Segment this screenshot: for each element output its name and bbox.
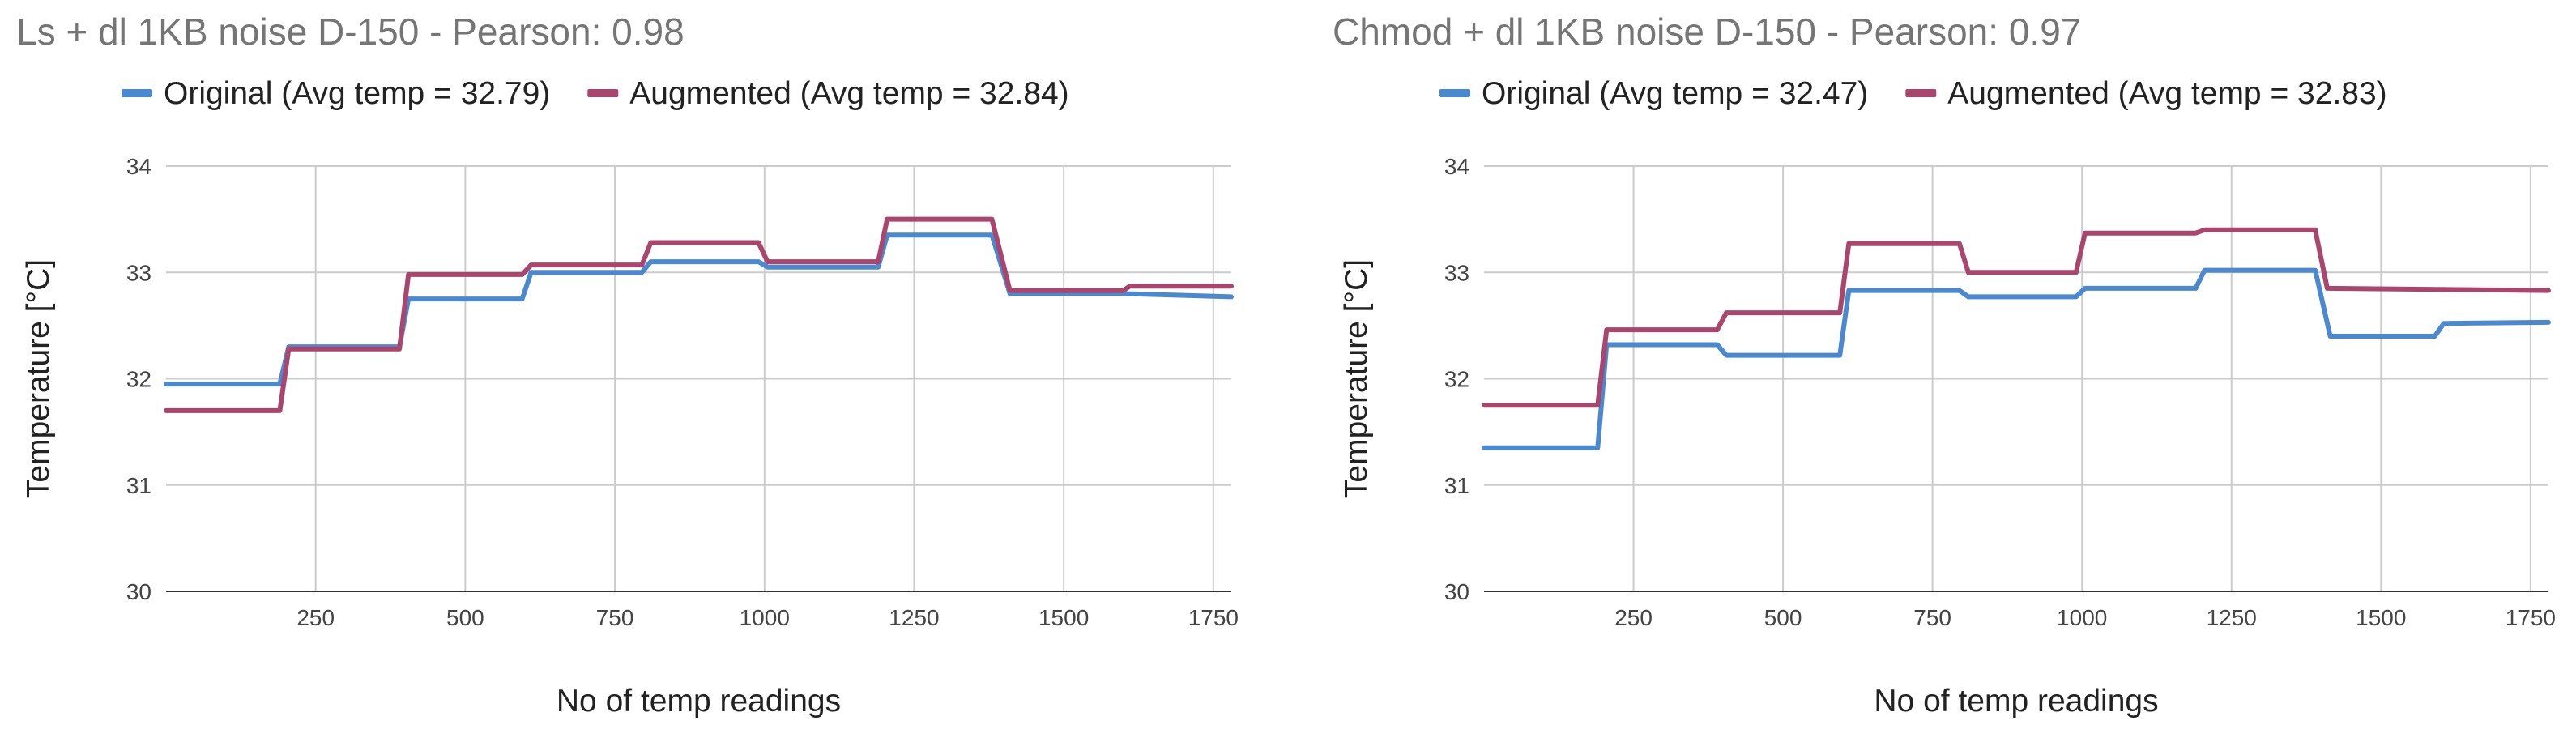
x-tick-label: 750 [1913,605,1951,630]
x-tick-label: 750 [596,605,634,630]
legend-swatch [587,89,619,97]
x-tick-label: 250 [1614,605,1653,630]
series-line-augmented[interactable] [1482,227,2551,408]
x-axis-title: No of temp readings [557,684,841,719]
y-tick-label: 31 [126,473,151,498]
y-tick-label: 33 [1444,260,1469,285]
legend-label: Original (Avg temp = 32.79) [164,76,550,111]
y-tick-label: 30 [1444,579,1469,604]
x-tick-label: 1750 [1188,605,1239,630]
x-tick-label: 500 [1764,605,1802,630]
chart-title: Chmod + dl 1KB noise D-150 - Pearson: 0.… [1333,11,2081,53]
x-tick-label: 1500 [2356,605,2406,630]
legend-label: Augmented (Avg temp = 32.83) [1947,76,2386,111]
x-tick-label: 1000 [2057,605,2107,630]
x-tick-label: 1750 [2506,605,2556,630]
y-tick-label: 30 [126,579,151,604]
x-tick-label: 1000 [740,605,790,630]
series-line-original[interactable] [1482,267,2551,450]
y-axis-title: Temperature [°C] [1339,259,1374,498]
legend-item[interactable]: Augmented (Avg temp = 32.84) [587,76,1069,111]
y-tick-label: 33 [126,260,151,285]
y-tick-label: 32 [126,367,151,392]
legend-swatch [1439,89,1470,97]
x-tick-label: 1250 [889,605,939,630]
x-tick-label: 250 [296,605,335,630]
legend-item[interactable]: Augmented (Avg temp = 32.83) [1905,76,2387,111]
x-tick-label: 1500 [1039,605,1089,630]
legend-swatch [122,89,152,97]
x-axis-title: No of temp readings [1874,684,2158,719]
legend-item[interactable]: Original (Avg temp = 32.47) [1439,76,1868,111]
chart-panel-2: Chmod + dl 1KB noise D-150 - Pearson: 0.… [1333,11,2556,719]
y-tick-label: 31 [1444,473,1469,498]
chart-title: Ls + dl 1KB noise D-150 - Pearson: 0.98 [16,11,685,53]
chart-panel-1: Ls + dl 1KB noise D-150 - Pearson: 0.98 O… [16,11,1239,719]
legend-item[interactable]: Original (Avg temp = 32.79) [122,76,550,111]
y-tick-label: 34 [1444,154,1469,179]
series-line-augmented[interactable] [164,216,1234,413]
y-axis-title: Temperature [°C] [21,259,56,498]
y-tick-label: 32 [1444,367,1469,392]
series-line-original[interactable] [164,232,1234,387]
legend-label: Augmented (Avg temp = 32.84) [629,76,1068,111]
x-tick-label: 500 [446,605,484,630]
legend-swatch [1905,89,1937,97]
legend-label: Original (Avg temp = 32.47) [1482,76,1868,111]
y-tick-label: 34 [126,154,151,179]
x-tick-label: 1250 [2207,605,2257,630]
